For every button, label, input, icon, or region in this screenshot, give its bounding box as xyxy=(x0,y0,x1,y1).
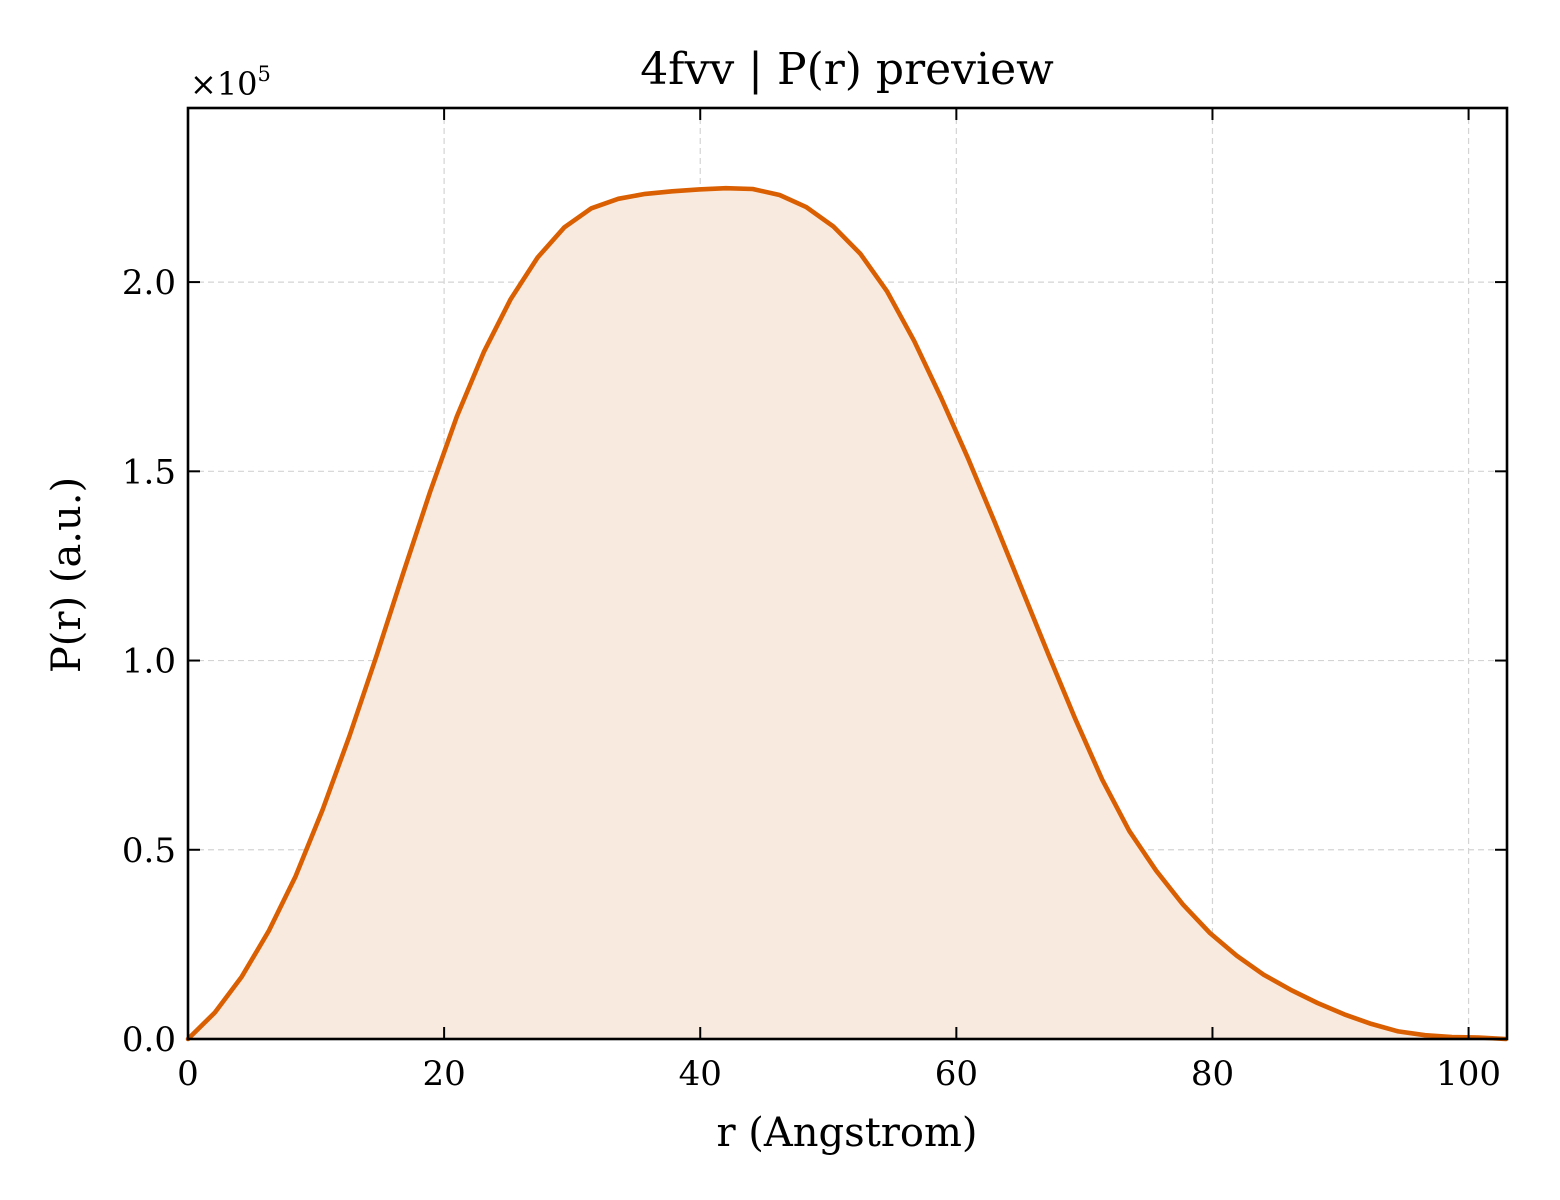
chart-title: 4fvv | P(r) preview xyxy=(640,44,1054,95)
y-tick-label: 1.5 xyxy=(122,452,176,492)
x-tick-label: 60 xyxy=(935,1054,978,1094)
y-axis-label: P(r) (a.u.) xyxy=(44,477,90,673)
y-tick-label: 1.0 xyxy=(122,642,176,682)
pr-series-line xyxy=(185,185,1508,1042)
y-tick-label: 0.5 xyxy=(122,831,176,871)
y-scale-prefix: ×10 xyxy=(190,65,258,103)
x-tick-label: 100 xyxy=(1436,1054,1501,1094)
x-tick-label: 20 xyxy=(422,1054,465,1094)
ticks: 0 20 40 60 80 100 0.0 0.5 1.0 1.5 2.0 xyxy=(122,108,1507,1094)
plot-frame xyxy=(186,106,1509,1041)
y-tick-label: 0.0 xyxy=(122,1020,176,1060)
x-tick-label: 40 xyxy=(679,1054,722,1094)
pr-area-fill xyxy=(188,188,1506,1039)
x-tick-label: 80 xyxy=(1191,1054,1234,1094)
y-tick-label: 2.0 xyxy=(122,263,176,303)
y-scale-exponent-label: ×105 xyxy=(190,62,271,103)
x-tick-label: 0 xyxy=(177,1054,199,1094)
x-axis-label: r (Angstrom) xyxy=(716,1110,977,1156)
y-scale-exponent: 5 xyxy=(258,62,271,86)
